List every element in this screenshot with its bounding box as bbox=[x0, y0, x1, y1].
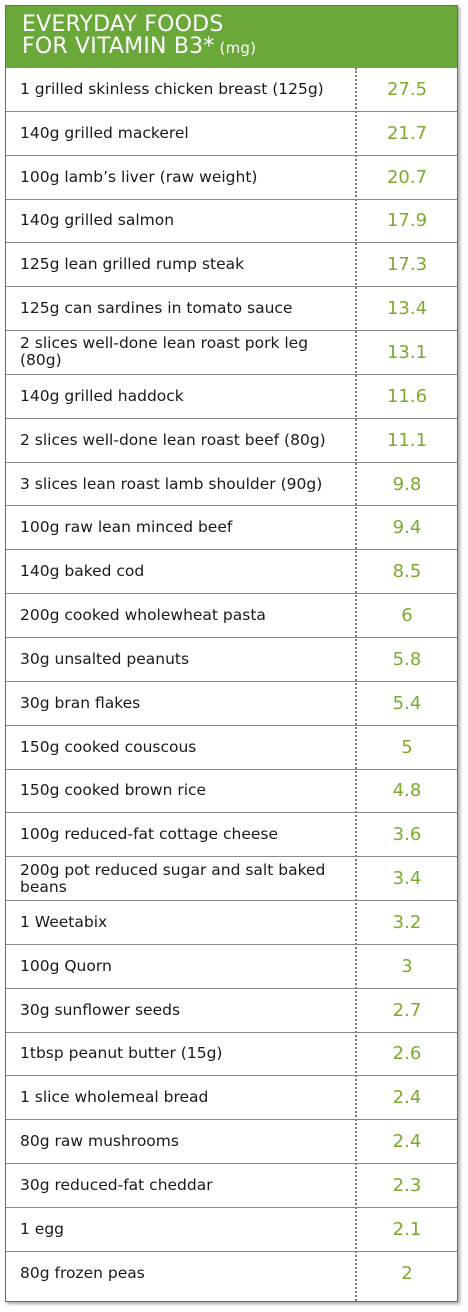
header-title-line-1: EVERYDAY FOODS bbox=[22, 12, 224, 37]
table-row: 100g lamb’s liver (raw weight) 20.7 bbox=[6, 156, 457, 200]
header-title-text: FOR VITAMIN B3* bbox=[22, 34, 215, 59]
table-row: 150g cooked brown rice 4.8 bbox=[6, 770, 457, 814]
food-name: 140g grilled salmon bbox=[20, 211, 175, 230]
food-name: 1 egg bbox=[20, 1219, 65, 1238]
table-row: 1 grilled skinless chicken breast (125g)… bbox=[6, 68, 457, 112]
table-row: 30g unsalted peanuts 5.8 bbox=[6, 638, 457, 682]
table-row: 1 egg 2.1 bbox=[6, 1208, 457, 1252]
vitamin-b3-value: 17.9 bbox=[386, 210, 428, 232]
vitamin-b3-value: 21.7 bbox=[386, 122, 428, 144]
table-row: 125g can sardines in tomato sauce 13.4 bbox=[6, 287, 457, 332]
vitamin-b3-value: 3.4 bbox=[392, 868, 422, 890]
table-row: 140g grilled mackerel 21.7 bbox=[6, 112, 457, 156]
table-row: 140g grilled salmon 17.9 bbox=[6, 200, 457, 244]
table-row: 100g Quorn 3 bbox=[6, 945, 457, 989]
vitamin-b3-value: 11.1 bbox=[386, 429, 428, 451]
table-row: 1 slice wholemeal bread 2.4 bbox=[6, 1076, 457, 1121]
food-name: 140g grilled haddock bbox=[20, 386, 184, 405]
vitamin-b3-value: 3 bbox=[401, 955, 413, 977]
vitamin-b3-value: 5 bbox=[401, 736, 413, 758]
vitamin-b3-value: 13.1 bbox=[386, 341, 428, 363]
vitamin-b3-value: 2.1 bbox=[392, 1218, 422, 1240]
table-row: 30g sunflower seeds 2.7 bbox=[6, 989, 457, 1033]
vitamin-b3-value: 11.6 bbox=[386, 385, 428, 407]
table-row: 1tbsp peanut butter (15g) 2.6 bbox=[6, 1033, 457, 1077]
food-name: 150g cooked couscous bbox=[20, 737, 197, 756]
food-name: 1 Weetabix bbox=[20, 912, 108, 931]
vitamin-b3-value: 20.7 bbox=[386, 166, 428, 188]
food-name: 100g lamb’s liver (raw weight) bbox=[20, 167, 258, 186]
table-row: 2 slices well-done lean roast beef (80g)… bbox=[6, 419, 457, 463]
food-name: 200g pot reduced sugar and salt baked be… bbox=[20, 860, 326, 896]
vitamin-b3-value: 5.4 bbox=[392, 692, 422, 714]
food-name: 100g reduced-fat cottage cheese bbox=[20, 825, 279, 844]
table-row: 150g cooked couscous 5 bbox=[6, 726, 457, 770]
food-name: 100g raw lean minced beef bbox=[20, 518, 233, 537]
vitamin-b3-value: 17.3 bbox=[386, 254, 428, 276]
header-unit: (mg) bbox=[214, 39, 257, 57]
vitamin-b3-value: 6 bbox=[401, 605, 413, 627]
vitamin-b3-value: 2 bbox=[401, 1263, 413, 1285]
food-name: 3 slices lean roast lamb shoulder (90g) bbox=[20, 474, 323, 493]
food-name: 30g unsalted peanuts bbox=[20, 649, 190, 668]
food-name: 125g lean grilled rump steak bbox=[20, 255, 245, 274]
vitamin-b3-value: 13.4 bbox=[386, 298, 428, 320]
table-row: 200g cooked wholewheat pasta 6 bbox=[6, 594, 457, 638]
vitamin-b3-value: 2.3 bbox=[392, 1175, 422, 1197]
vitamin-b3-value: 2.6 bbox=[392, 1043, 422, 1065]
food-name: 140g grilled mackerel bbox=[20, 123, 189, 142]
table-row: 100g raw lean minced beef 9.4 bbox=[6, 506, 457, 551]
food-name: 80g raw mushrooms bbox=[20, 1132, 179, 1151]
vitamin-b3-value: 9.4 bbox=[392, 517, 422, 539]
vitamin-b3-value: 9.8 bbox=[392, 473, 422, 495]
vitamin-b3-value: 27.5 bbox=[386, 78, 428, 100]
vitamin-b3-value: 4.8 bbox=[392, 780, 422, 802]
table-row: 100g reduced-fat cottage cheese 3.6 bbox=[6, 813, 457, 858]
food-name: 200g cooked wholewheat pasta bbox=[20, 606, 266, 625]
table-row: 1 Weetabix 3.2 bbox=[6, 901, 457, 945]
food-name: 140g baked cod bbox=[20, 562, 145, 581]
vitamin-b3-value: 2.4 bbox=[392, 1131, 422, 1153]
table-row: 3 slices lean roast lamb shoulder (90g) 9… bbox=[6, 463, 457, 507]
vitamin-b3-value: 3.6 bbox=[392, 824, 422, 846]
food-name: 2 slices well-done lean roast beef (80g) bbox=[20, 430, 326, 449]
food-list: 1 grilled skinless chicken breast (125g)… bbox=[6, 68, 457, 1296]
vitamin-b3-value: 3.2 bbox=[392, 911, 422, 933]
table-row: 2 slices well-done lean roast pork leg (… bbox=[6, 331, 457, 375]
column-divider bbox=[355, 68, 357, 1301]
table-row: 200g pot reduced sugar and salt baked be… bbox=[6, 857, 457, 902]
food-name: 100g Quorn bbox=[20, 956, 112, 975]
food-name: 30g sunflower seeds bbox=[20, 1000, 181, 1019]
table-row: 140g baked cod 8.5 bbox=[6, 550, 457, 595]
food-name: 80g frozen peas bbox=[20, 1264, 145, 1283]
table-row: 80g frozen peas 2 bbox=[6, 1252, 457, 1296]
table-header: EVERYDAY FOODS FOR VITAMIN B3* (mg) bbox=[6, 6, 457, 68]
vitamin-b3-table-card: EVERYDAY FOODS FOR VITAMIN B3* (mg) 1 gr… bbox=[5, 5, 458, 1302]
food-name: 125g can sardines in tomato sauce bbox=[20, 299, 293, 318]
food-name: 30g bran flakes bbox=[20, 693, 141, 712]
table-row: 80g raw mushrooms 2.4 bbox=[6, 1120, 457, 1165]
food-name: 1 grilled skinless chicken breast (125g) bbox=[20, 79, 324, 98]
table-row: 30g reduced-fat cheddar 2.3 bbox=[6, 1164, 457, 1208]
food-name: 1tbsp peanut butter (15g) bbox=[20, 1044, 223, 1063]
vitamin-b3-value: 2.4 bbox=[392, 1087, 422, 1109]
food-name: 30g reduced-fat cheddar bbox=[20, 1176, 213, 1195]
header-title-line-2: FOR VITAMIN B3* (mg) bbox=[22, 36, 457, 59]
vitamin-b3-value: 8.5 bbox=[392, 561, 422, 583]
vitamin-b3-value: 2.7 bbox=[392, 999, 422, 1021]
table-row: 30g bran flakes 5.4 bbox=[6, 682, 457, 726]
food-name: 150g cooked brown rice bbox=[20, 781, 207, 800]
table-row: 125g lean grilled rump steak 17.3 bbox=[6, 243, 457, 288]
food-name: 2 slices well-done lean roast pork leg (… bbox=[20, 334, 309, 370]
food-name: 1 slice wholemeal bread bbox=[20, 1088, 209, 1107]
vitamin-b3-value: 5.8 bbox=[392, 648, 422, 670]
table-row: 140g grilled haddock 11.6 bbox=[6, 375, 457, 419]
